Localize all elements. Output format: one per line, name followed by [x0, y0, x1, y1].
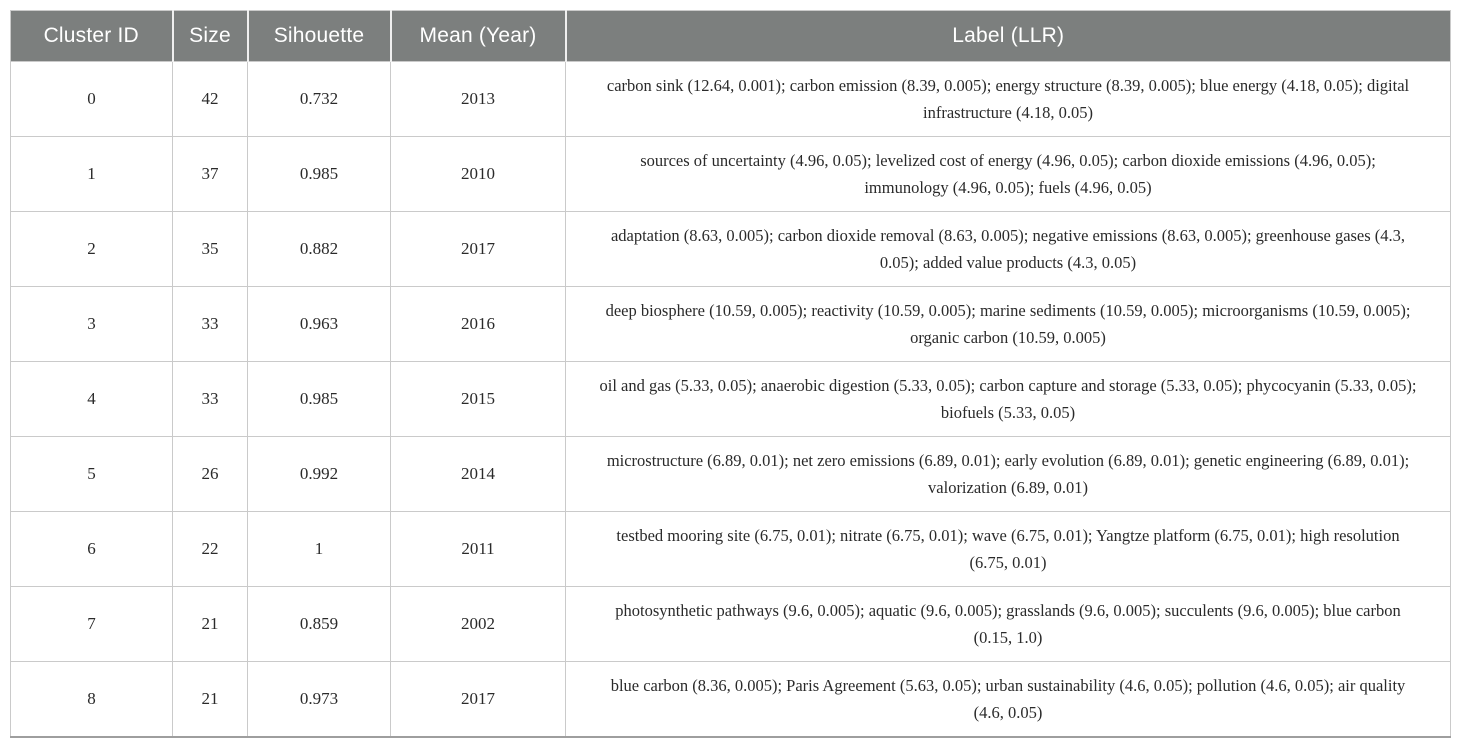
table-row: 5 26 0.992 2014 microstructure (6.89, 0.01);…	[10, 436, 1451, 512]
col-header-cluster-id: Cluster ID	[10, 10, 174, 62]
cell-silhouette: 0.973	[247, 661, 391, 738]
cell-size: 22	[172, 511, 248, 587]
cell-mean-year: 2010	[390, 136, 566, 212]
header-row: Cluster ID Size Sihouette Mean (Year) La…	[10, 10, 1451, 62]
table-row: 3 33 0.963 2016 deep biosphere (10.59, 0.005…	[10, 286, 1451, 362]
cell-label: blue carbon (8.36, 0.005); Paris Agreeme…	[565, 661, 1451, 738]
cell-cluster-id: 0	[10, 61, 173, 137]
cell-cluster-id: 7	[10, 586, 173, 662]
cell-mean-year: 2011	[390, 511, 566, 587]
table-row: 4 33 0.985 2015 oil and gas (5.33, 0.05); an…	[10, 361, 1451, 437]
cell-label: adaptation (8.63, 0.005); carbon dioxide…	[565, 211, 1451, 287]
cell-cluster-id: 2	[10, 211, 173, 287]
cell-cluster-id: 8	[10, 661, 173, 738]
table-row: 8 21 0.973 2017 blue carbon (8.36, 0.005); P…	[10, 661, 1451, 738]
cell-mean-year: 2017	[390, 211, 566, 287]
cell-size: 21	[172, 661, 248, 738]
cell-silhouette: 0.963	[247, 286, 391, 362]
cell-size: 42	[172, 61, 248, 137]
cell-cluster-id: 3	[10, 286, 173, 362]
cell-mean-year: 2015	[390, 361, 566, 437]
cell-mean-year: 2013	[390, 61, 566, 137]
cell-silhouette: 0.985	[247, 361, 391, 437]
col-header-label-llr: Label (LLR)	[565, 10, 1451, 62]
cell-label: sources of uncertainty (4.96, 0.05); lev…	[565, 136, 1451, 212]
cell-size: 33	[172, 286, 248, 362]
table-row: 7 21 0.859 2002 photosynthetic pathways (9.6…	[10, 586, 1451, 662]
cell-mean-year: 2016	[390, 286, 566, 362]
table-row: 1 37 0.985 2010 sources of uncertainty (4.96…	[10, 136, 1451, 212]
cell-size: 26	[172, 436, 248, 512]
cell-cluster-id: 4	[10, 361, 173, 437]
col-header-size: Size	[172, 10, 249, 62]
cell-mean-year: 2002	[390, 586, 566, 662]
cell-cluster-id: 1	[10, 136, 173, 212]
table-row: 6 22 1 2011 testbed mooring site (6.75, 0.01…	[10, 511, 1451, 587]
cell-size: 21	[172, 586, 248, 662]
cell-label: photosynthetic pathways (9.6, 0.005); aq…	[565, 586, 1451, 662]
cell-silhouette: 0.882	[247, 211, 391, 287]
col-header-silhouette: Sihouette	[247, 10, 392, 62]
cluster-table: Cluster ID Size Sihouette Mean (Year) La…	[10, 10, 1451, 738]
cell-silhouette: 0.859	[247, 586, 391, 662]
cell-label: deep biosphere (10.59, 0.005); reactivit…	[565, 286, 1451, 362]
col-header-mean-year: Mean (Year)	[390, 10, 567, 62]
cell-size: 37	[172, 136, 248, 212]
cell-cluster-id: 5	[10, 436, 173, 512]
cell-mean-year: 2014	[390, 436, 566, 512]
cell-silhouette: 0.732	[247, 61, 391, 137]
cell-label: testbed mooring site (6.75, 0.01); nitra…	[565, 511, 1451, 587]
table-body: 0 42 0.732 2013 carbon sink (12.64, 0.001); …	[10, 61, 1451, 738]
cell-silhouette: 0.985	[247, 136, 391, 212]
cell-cluster-id: 6	[10, 511, 173, 587]
cell-mean-year: 2017	[390, 661, 566, 738]
table-row: 2 35 0.882 2017 adaptation (8.63, 0.005); ca…	[10, 211, 1451, 287]
cell-silhouette: 0.992	[247, 436, 391, 512]
cell-size: 33	[172, 361, 248, 437]
cell-label: carbon sink (12.64, 0.001); carbon emiss…	[565, 61, 1451, 137]
cell-size: 35	[172, 211, 248, 287]
cell-label: oil and gas (5.33, 0.05); anaerobic dige…	[565, 361, 1451, 437]
cell-silhouette: 1	[247, 511, 391, 587]
table-row: 0 42 0.732 2013 carbon sink (12.64, 0.001); …	[10, 61, 1451, 137]
cell-label: microstructure (6.89, 0.01); net zero em…	[565, 436, 1451, 512]
